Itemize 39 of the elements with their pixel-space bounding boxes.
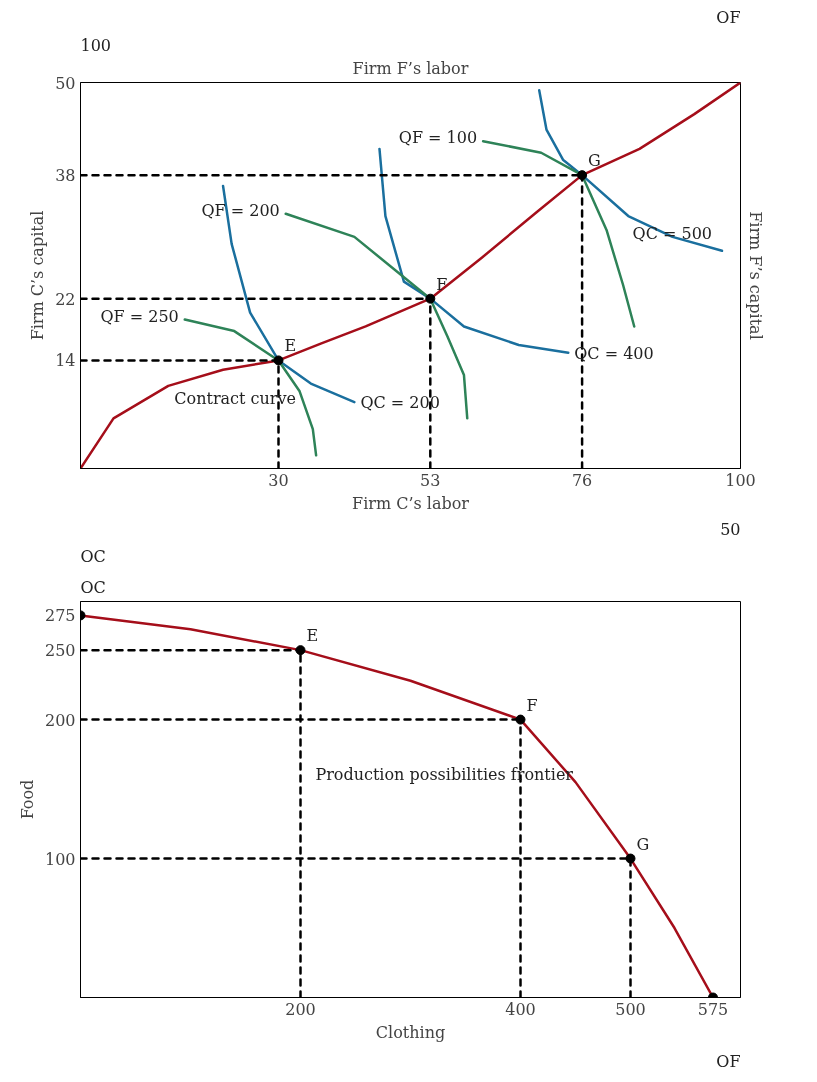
annotation: E (284, 336, 297, 356)
x-tick-label: 100 (725, 470, 756, 490)
text: OF (716, 1051, 741, 1071)
text: OC (80, 577, 106, 597)
y-axis-title: Firm C’s capital (28, 210, 48, 341)
x-tick-label: 200 (285, 999, 316, 1019)
text: OF (716, 7, 741, 27)
annotation: Contract curve (174, 388, 296, 408)
y-tick-label: 14 (55, 351, 76, 371)
x-axis-title: Clothing (375, 1022, 446, 1042)
text: 50 (720, 519, 741, 539)
y-tick-label: 200 (44, 710, 76, 730)
annotation: F (526, 695, 538, 715)
y-tick-label: 38 (55, 166, 76, 186)
x-tick-label: 53 (420, 470, 441, 490)
annotation: E (306, 626, 319, 646)
x-tick-label: 76 (571, 470, 593, 490)
x-axis-title: Firm C’s labor (352, 493, 470, 513)
x-tick-label: 575 (697, 999, 729, 1019)
x2-axis-title: Firm F’s labor (352, 58, 469, 78)
y-tick-label: 100 (44, 849, 76, 869)
series-label: QF = 250 (100, 306, 179, 326)
y2-axis-title: Firm F’s capital (745, 211, 765, 340)
x-tick-label: 400 (505, 999, 536, 1019)
x-tick-label: 30 (268, 470, 289, 490)
y-tick-label: 250 (44, 641, 76, 661)
y-tick-label: 50 (55, 73, 76, 93)
text: OC (80, 546, 106, 566)
series-label: QF = 100 (398, 128, 478, 148)
series-label: QF = 200 (201, 200, 280, 220)
annotation: G (588, 151, 601, 171)
y-tick-label: 275 (44, 606, 76, 626)
series-label: QC = 400 (574, 343, 654, 363)
x-tick-label: 500 (615, 999, 646, 1019)
y-tick-label: 22 (55, 289, 76, 309)
series-label: QC = 200 (360, 393, 440, 413)
text: 100 (80, 35, 112, 55)
y-axis-title: Food (17, 779, 37, 820)
annotation: G (636, 834, 650, 854)
